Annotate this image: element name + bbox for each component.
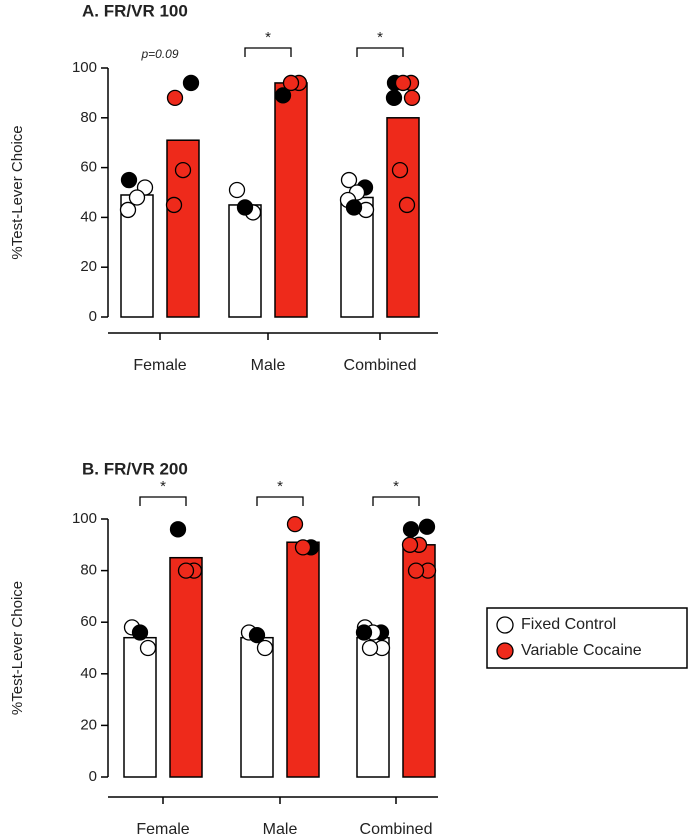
data-point: [177, 562, 195, 579]
y-tick-label: 100: [72, 510, 97, 527]
annotation: *: [265, 29, 271, 46]
annotation: *: [160, 478, 166, 495]
y-axis-label: %Test-Lever Choice: [9, 125, 26, 259]
data-point: [340, 171, 358, 189]
data-point: [182, 74, 200, 92]
x-tick-label: Female: [136, 821, 189, 838]
significance-bracket: [244, 47, 292, 57]
y-tick-label: 80: [80, 562, 97, 579]
y-tick-label: 60: [80, 159, 97, 176]
x-tick-label: Combined: [344, 357, 417, 374]
annotation: *: [277, 478, 283, 495]
bar: [356, 636, 390, 778]
y-tick-label: 60: [80, 613, 97, 630]
data-point: [274, 87, 292, 104]
annotation: *: [377, 29, 383, 46]
data-point: [166, 89, 184, 107]
bar: [169, 556, 203, 778]
y-tick-label: 40: [80, 665, 97, 682]
data-point: [345, 199, 363, 216]
data-point: [256, 639, 274, 657]
significance-bracket: [139, 496, 187, 506]
data-point: [236, 199, 254, 216]
data-point: [403, 89, 421, 107]
bar: [274, 82, 308, 318]
bar: [286, 541, 320, 778]
data-point: [391, 161, 409, 179]
legend-label: Fixed Control: [521, 616, 616, 633]
data-point: [361, 639, 379, 657]
data-point: [248, 626, 266, 644]
data-point: [131, 624, 149, 641]
data-point: [418, 518, 436, 535]
legend-label: Variable Cocaine: [521, 642, 642, 659]
data-point: [169, 521, 187, 538]
bar: [123, 636, 157, 778]
x-tick-label: Combined: [360, 821, 433, 838]
data-point: [394, 74, 412, 92]
data-point: [286, 516, 304, 533]
y-tick-label: 0: [89, 768, 97, 785]
chart-title: B. FR/VR 200: [82, 459, 188, 478]
data-point: [385, 89, 403, 107]
y-tick-label: 20: [80, 258, 97, 275]
significance-bracket: [356, 47, 404, 57]
data-point: [294, 539, 312, 556]
y-tick-label: 100: [72, 59, 97, 76]
data-point: [119, 201, 137, 219]
x-tick-label: Female: [133, 357, 186, 374]
bar: [402, 544, 436, 778]
legend-box: [486, 607, 688, 669]
data-point: [120, 171, 138, 189]
data-point: [355, 624, 373, 641]
data-point: [174, 161, 192, 179]
chart-title: A. FR/VR 100: [82, 1, 188, 20]
legend-swatch: [496, 616, 514, 634]
data-point: [402, 521, 420, 538]
y-tick-label: 40: [80, 208, 97, 225]
data-point: [128, 189, 146, 206]
annotation: p=0.09: [140, 47, 178, 61]
significance-bracket: [372, 496, 420, 506]
y-tick-label: 20: [80, 716, 97, 733]
significance-bracket: [256, 496, 304, 506]
data-point: [139, 639, 157, 657]
data-point: [401, 536, 419, 553]
x-tick-label: Male: [251, 357, 286, 374]
data-point: [407, 562, 425, 579]
annotation: *: [393, 478, 399, 495]
bar: [240, 636, 274, 778]
bar: [386, 117, 420, 318]
y-tick-label: 80: [80, 109, 97, 126]
data-point: [398, 196, 416, 214]
data-point: [228, 181, 246, 199]
x-tick-label: Male: [263, 821, 298, 838]
y-tick-label: 0: [89, 308, 97, 325]
bar: [228, 204, 262, 318]
data-point: [282, 74, 300, 92]
data-point: [165, 196, 183, 214]
y-axis-label: %Test-Lever Choice: [9, 581, 26, 715]
legend-swatch: [496, 642, 514, 660]
